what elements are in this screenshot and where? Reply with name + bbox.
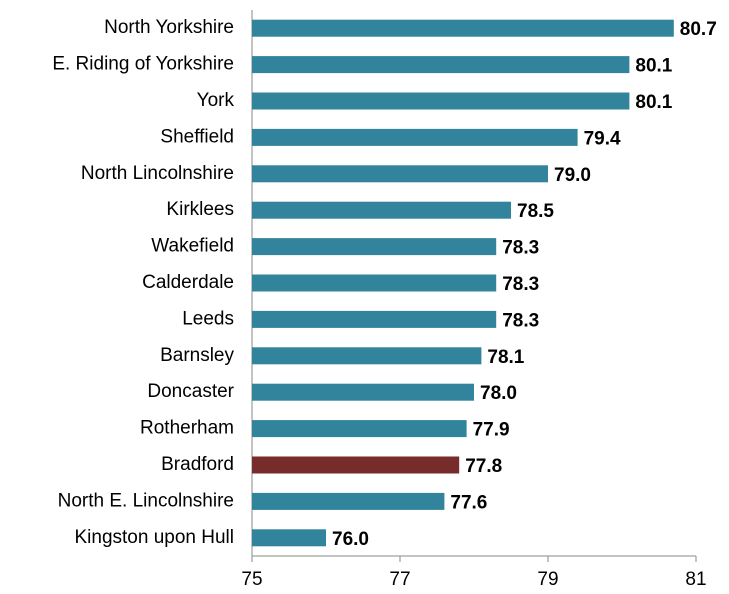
y-tick-label: North Yorkshire [104, 17, 234, 38]
value-label: 80.7 [680, 19, 717, 40]
value-label: 80.1 [635, 56, 672, 77]
bar [252, 310, 497, 328]
x-tick-label: 81 [685, 569, 706, 590]
y-tick-label: Leeds [182, 308, 234, 329]
bar [252, 165, 548, 183]
value-label: 78.1 [487, 347, 524, 368]
y-tick-label: Barnsley [160, 345, 234, 366]
value-label: 77.8 [465, 456, 502, 477]
bar [252, 347, 482, 365]
y-tick-label: Wakefield [151, 236, 234, 257]
value-label: 76.0 [332, 529, 369, 550]
value-label: 78.3 [502, 274, 539, 295]
bar [252, 92, 630, 110]
value-label: 80.1 [635, 92, 672, 113]
y-tick-label: Rotherham [140, 418, 234, 439]
y-tick-label: North Lincolnshire [81, 163, 234, 184]
bar [252, 529, 326, 547]
x-tick-label: 79 [537, 569, 558, 590]
bar [252, 128, 578, 146]
bar [252, 19, 674, 37]
y-tick-label: E. Riding of Yorkshire [52, 54, 234, 75]
value-label: 77.9 [473, 420, 510, 441]
y-tick-label: Calderdale [142, 272, 234, 293]
bar [252, 383, 474, 401]
value-label: 79.0 [554, 165, 591, 186]
value-label: 78.3 [502, 238, 539, 259]
y-tick-label: Kirklees [166, 199, 234, 220]
bar [252, 201, 511, 219]
value-label: 79.4 [584, 128, 621, 149]
y-tick-label: Kingston upon Hull [75, 527, 235, 548]
bar [252, 274, 497, 292]
y-tick-label: Doncaster [147, 381, 234, 402]
x-tick-label: 77 [389, 569, 410, 590]
x-tick-label: 75 [241, 569, 262, 590]
bar [252, 238, 497, 256]
bar [252, 492, 445, 510]
value-label: 78.5 [517, 201, 554, 222]
y-tick-label: North E. Lincolnshire [58, 490, 234, 511]
y-tick-label: York [197, 90, 235, 111]
value-label: 77.6 [450, 492, 487, 513]
y-tick-label: Bradford [161, 454, 234, 475]
bar [252, 56, 630, 74]
bar [252, 420, 467, 438]
value-label: 78.3 [502, 310, 539, 331]
value-label: 78.0 [480, 383, 517, 404]
bar [252, 456, 460, 474]
y-tick-label: Sheffield [160, 126, 234, 147]
